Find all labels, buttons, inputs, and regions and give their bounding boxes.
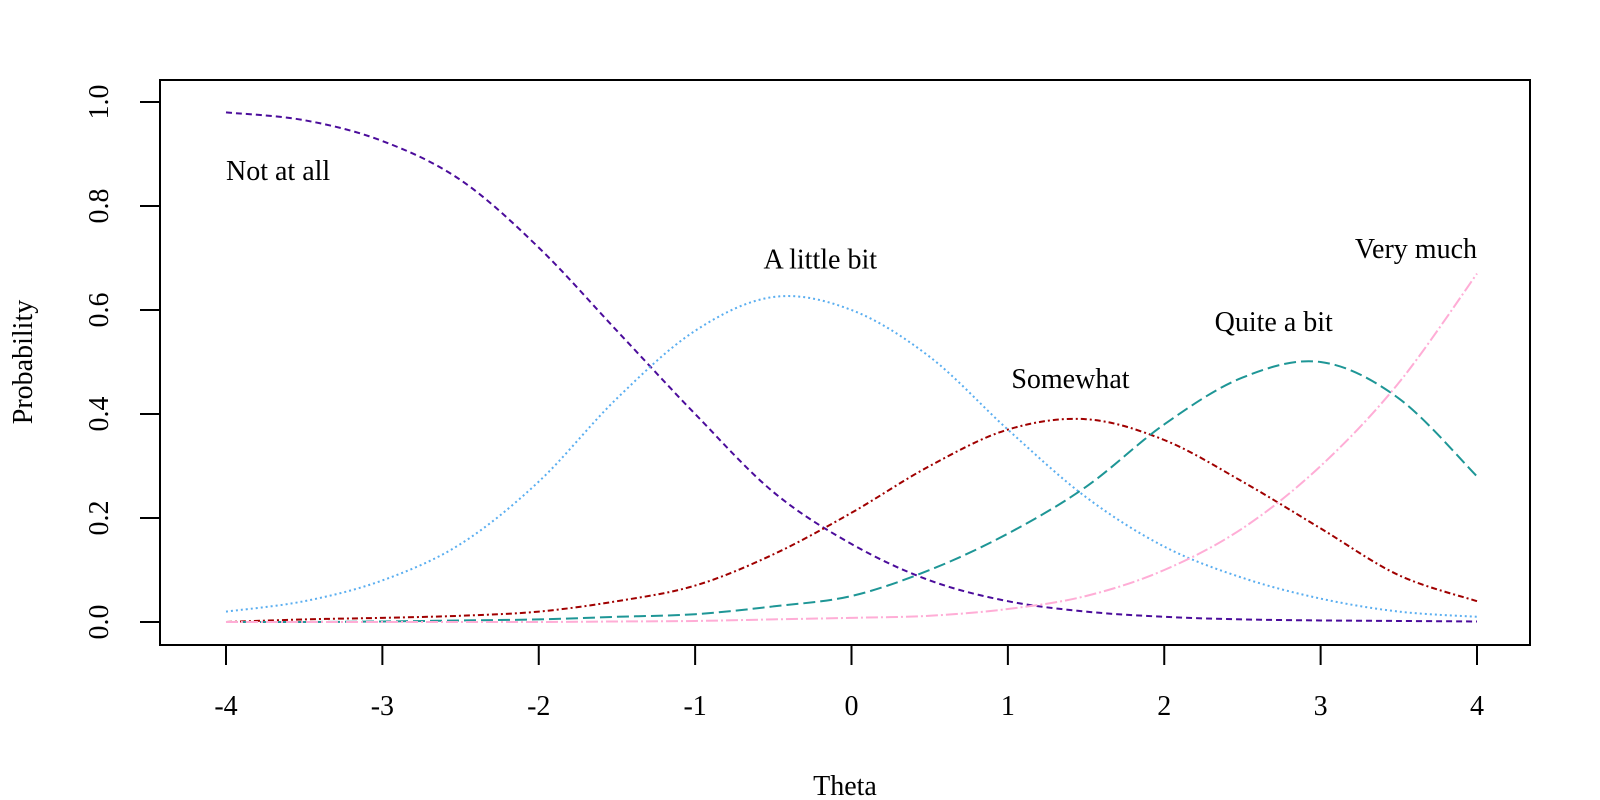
x-tick-label: 4 — [1470, 691, 1484, 722]
annotations-group: Not at all A little bit Somewhat Quite a bi… — [226, 156, 1477, 395]
y-tick-label: 0.4 — [84, 397, 115, 432]
annotation-quite-a-bit: Quite a bit — [1215, 307, 1333, 338]
x-tick-label: 3 — [1314, 691, 1328, 722]
series-line-very-much — [226, 273, 1478, 624]
annotation-a-little-bit: A little bit — [763, 244, 877, 275]
y-tick-label: 0.6 — [84, 293, 115, 328]
series-line-quite-a-bit — [225, 360, 1478, 624]
x-axis-title: Theta — [813, 771, 877, 800]
x-tick-label: -4 — [214, 691, 237, 722]
x-tick-label: -2 — [527, 691, 550, 722]
y-tick-label: 0.0 — [84, 605, 115, 640]
curves-group — [225, 111, 1478, 624]
series-line-somewhat — [225, 417, 1478, 623]
y-axis-title: Probability — [8, 300, 39, 424]
y-tick-label: 0.2 — [84, 501, 115, 536]
x-tick-label: -1 — [683, 691, 706, 722]
annotation-very-much: Very much — [1355, 234, 1477, 265]
series-line-not-at-all — [225, 111, 1478, 623]
y-tick-label: 1.0 — [84, 85, 115, 120]
annotation-somewhat: Somewhat — [1011, 364, 1129, 395]
x-tick-label: -3 — [371, 691, 394, 722]
x-axis: -4 -3 -2 -1 0 1 2 3 4 — [214, 644, 1484, 722]
series-line-a-little-bit — [225, 295, 1478, 618]
y-axis: 0.0 0.2 0.4 0.6 0.8 1.0 — [84, 85, 161, 640]
x-tick-label: 2 — [1157, 691, 1171, 722]
y-tick-label: 0.8 — [84, 189, 115, 224]
x-tick-label: 0 — [845, 691, 859, 722]
x-tick-label: 1 — [1001, 691, 1015, 722]
annotation-not-at-all: Not at all — [226, 156, 330, 187]
